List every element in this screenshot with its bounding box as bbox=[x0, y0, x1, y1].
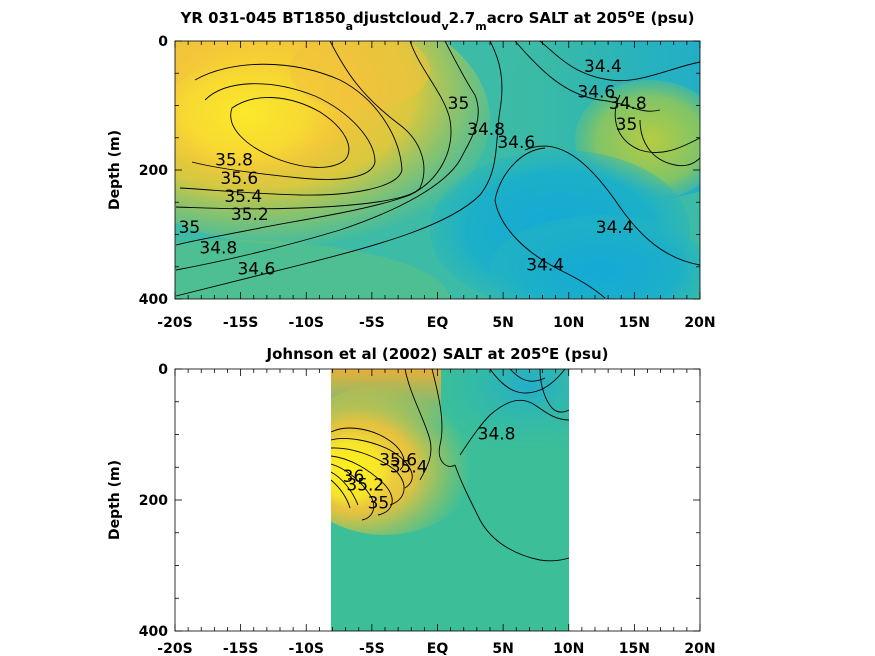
contour-label: 34.6 bbox=[237, 259, 275, 279]
top-y-axis-label: Depth (m) bbox=[107, 130, 123, 210]
top-panel: YR 031-045 BT1850adjustcloudv2.7macro SA… bbox=[107, 7, 716, 332]
x-tick-label: -10S bbox=[289, 315, 324, 331]
x-tick-label: EQ bbox=[427, 315, 449, 331]
contour-label: 35.2 bbox=[231, 205, 269, 225]
contour-label: 34.8 bbox=[478, 425, 516, 445]
contour-label: 34.4 bbox=[584, 57, 622, 77]
contour-label: 36 bbox=[343, 467, 365, 487]
y-tick-label: 400 bbox=[139, 292, 168, 308]
x-tick-label: 5N bbox=[492, 641, 513, 656]
x-tick-label: 10N bbox=[553, 315, 584, 331]
top-contour-lines bbox=[175, 41, 700, 299]
title-part: 2.7 bbox=[449, 9, 476, 27]
top-x-ticks: -20S -15S -10S -5S EQ 5N 10N 15N 20N bbox=[157, 41, 716, 331]
bottom-panel-title: Johnson et al (2002) SALT at 205oE (psu) bbox=[266, 343, 609, 364]
y-tick-label: 0 bbox=[158, 362, 168, 378]
contour-label: 35 bbox=[616, 115, 638, 135]
x-tick-label: 20N bbox=[684, 315, 715, 331]
top-y-ticks: 0 200 400 bbox=[139, 34, 700, 308]
contour-label: 35.8 bbox=[215, 150, 253, 170]
contour-label: 35 bbox=[368, 493, 390, 513]
top-contour-labels: 34.434.634.8353534.834.635.835.635.435.2… bbox=[179, 57, 647, 280]
x-tick-label: -5S bbox=[359, 315, 385, 331]
top-panel-title: YR 031-045 BT1850adjustcloudv2.7macro SA… bbox=[179, 7, 694, 33]
x-tick-label: -5S bbox=[359, 641, 385, 656]
title-part: E (psu) bbox=[635, 9, 695, 27]
y-tick-label: 200 bbox=[139, 163, 168, 179]
x-tick-label: EQ bbox=[427, 641, 449, 656]
contour-label: 34.8 bbox=[467, 120, 505, 140]
y-tick-label: 0 bbox=[158, 34, 168, 50]
x-tick-label: -20S bbox=[157, 641, 192, 656]
title-part: E (psu) bbox=[549, 345, 609, 363]
x-tick-label: -15S bbox=[223, 641, 258, 656]
bottom-y-ticks: 0 200 400 bbox=[139, 362, 700, 640]
title-part: o bbox=[627, 7, 635, 20]
x-tick-label: 10N bbox=[553, 641, 584, 656]
contour-label: 35 bbox=[448, 94, 470, 114]
contour-label: 34.8 bbox=[609, 94, 647, 114]
title-part: o bbox=[541, 343, 549, 356]
x-tick-label: 5N bbox=[492, 315, 513, 331]
x-tick-label: -20S bbox=[157, 315, 192, 331]
contour-label: 35.6 bbox=[379, 451, 417, 471]
contour-label: 35 bbox=[179, 218, 201, 238]
contour-label: 34.6 bbox=[577, 83, 615, 103]
bottom-panel: Johnson et al (2002) SALT at 205oE (psu) bbox=[107, 343, 716, 656]
top-salinity-field bbox=[175, 41, 700, 299]
contour-label: 35.4 bbox=[224, 187, 262, 207]
title-part: Johnson et al (2002) SALT at 205 bbox=[266, 345, 542, 363]
title-part: v bbox=[441, 20, 449, 33]
x-tick-label: 20N bbox=[684, 641, 715, 656]
contour-label: 35.2 bbox=[346, 476, 384, 496]
contour-label: 34.4 bbox=[596, 218, 634, 238]
bottom-x-ticks: -20S -15S -10S -5S EQ 5N 10N 15N 20N bbox=[157, 369, 716, 656]
bottom-salinity-field bbox=[331, 369, 569, 631]
y-tick-label: 200 bbox=[139, 493, 168, 509]
title-part: acro SALT at 205 bbox=[487, 9, 628, 27]
title-part: YR 031-045 BT1850 bbox=[179, 9, 345, 27]
contour-label: 34.6 bbox=[497, 133, 535, 153]
title-part: a bbox=[346, 20, 353, 33]
y-tick-label: 400 bbox=[139, 624, 168, 640]
contour-label: 35.4 bbox=[390, 457, 428, 477]
x-tick-label: 15N bbox=[619, 641, 650, 656]
contour-label: 34.4 bbox=[526, 255, 564, 275]
x-tick-label: -10S bbox=[289, 641, 324, 656]
contour-label: 35.6 bbox=[220, 169, 258, 189]
title-part: djustcloud bbox=[353, 9, 441, 27]
title-part: m bbox=[475, 20, 486, 33]
x-tick-label: -15S bbox=[223, 315, 258, 331]
bottom-y-axis-label: Depth (m) bbox=[107, 460, 123, 540]
bottom-contour-lines bbox=[331, 369, 569, 562]
x-tick-label: 15N bbox=[619, 315, 650, 331]
contour-label: 34.8 bbox=[199, 239, 237, 259]
